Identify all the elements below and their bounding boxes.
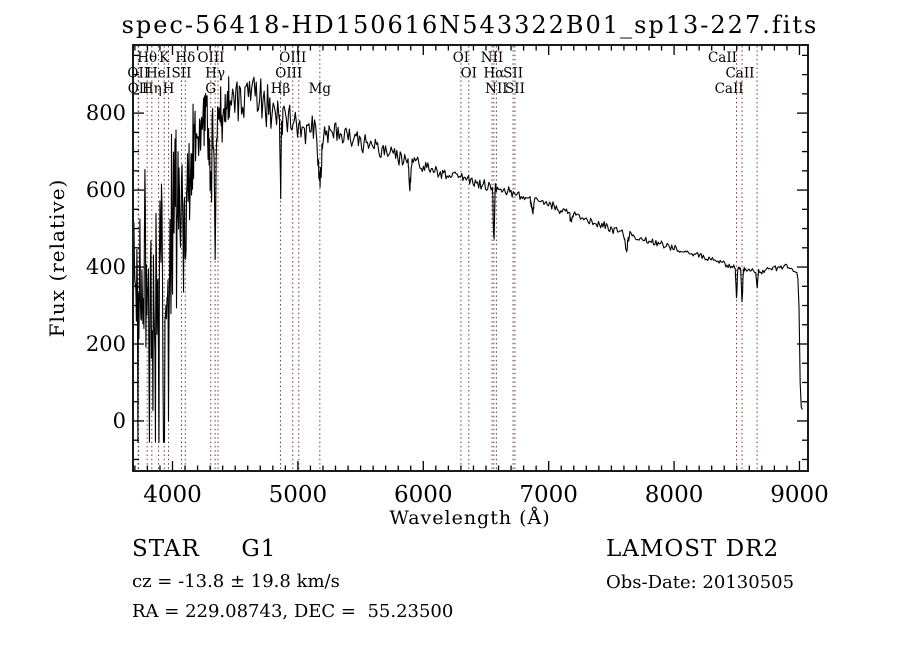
y-tick-label: 600 <box>86 178 126 202</box>
obs-date-text: Obs-Date: 20130505 <box>606 572 795 593</box>
y-tick-label: 200 <box>86 332 126 356</box>
x-tick-label: 8000 <box>645 482 704 508</box>
y-tick-label: 400 <box>86 255 126 279</box>
x-axis-label: Wavelength (Å) <box>389 507 550 529</box>
plot-title: spec-56418-HD150616N543322B01_sp13-227.f… <box>122 11 819 39</box>
marker-label: OIII <box>279 50 306 66</box>
redshift-velocity-text: cz = -13.8 ± 19.8 km/s <box>132 571 340 592</box>
marker-label: SII <box>172 66 192 82</box>
survey-release-text: LAMOST DR2 <box>606 536 780 562</box>
marker-label: OI <box>453 50 469 66</box>
marker-label: SII <box>503 66 523 82</box>
marker-label: Mg <box>309 81 332 97</box>
marker-label: G <box>205 81 216 97</box>
x-tick-label: 6000 <box>394 482 453 508</box>
x-tick-label: 5000 <box>269 482 328 508</box>
marker-label: OIII <box>275 66 302 82</box>
y-axis-label: Flux (relative) <box>45 179 69 338</box>
marker-label: OIII <box>197 50 224 66</box>
marker-label: Hβ <box>271 81 291 97</box>
marker-label: Hη <box>142 81 162 97</box>
marker-label: Hγ <box>205 66 225 82</box>
line-marker-labels: OIIOIIHθHηHeIKHSIIHδGHγOIIIHβOIIIOIIIMgO… <box>127 50 754 97</box>
marker-label: CaII <box>725 66 754 82</box>
marker-label: Hθ <box>137 50 157 66</box>
x-tick-label: 7000 <box>519 482 578 508</box>
spectral-line-markers <box>137 46 758 470</box>
spectrum-trace <box>134 76 803 443</box>
axis-ticks <box>134 46 807 470</box>
marker-label: HeI <box>146 66 171 82</box>
marker-label: Hδ <box>175 50 195 66</box>
marker-label: OI <box>461 66 477 82</box>
marker-label: H <box>163 81 175 97</box>
marker-label: SII <box>505 81 525 97</box>
marker-label: CaII <box>708 50 737 66</box>
plot-frame <box>132 44 809 472</box>
axis-tick-labels: 4000 5000 6000 7000 8000 9000 0 200 400 600 800 <box>86 101 829 508</box>
coordinates-text: RA = 229.08743, DEC = 55.23500 <box>132 601 454 622</box>
x-tick-label: 4000 <box>143 482 202 508</box>
marker-label: K <box>159 50 170 66</box>
y-tick-label: 800 <box>86 101 126 125</box>
classification-text: STAR G1 <box>132 536 277 562</box>
y-tick-label: 0 <box>113 409 126 433</box>
marker-label: CaII <box>715 81 744 97</box>
x-tick-label: 9000 <box>770 482 829 508</box>
marker-label: NII <box>485 81 507 97</box>
marker-label: NII <box>481 50 503 66</box>
marker-label: Hα <box>483 66 504 82</box>
